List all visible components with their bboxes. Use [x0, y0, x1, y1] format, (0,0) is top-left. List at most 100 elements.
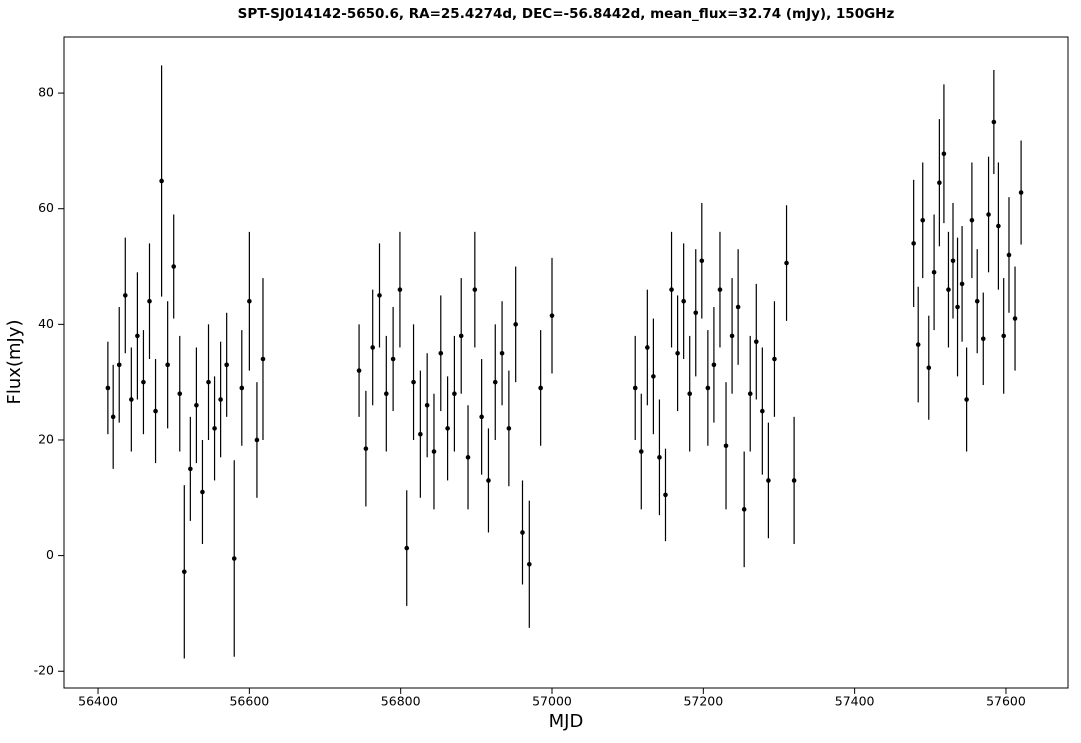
data-point	[747, 391, 753, 397]
data-point	[200, 489, 205, 495]
data-point	[1012, 316, 1018, 321]
data-point	[931, 270, 937, 275]
data-point	[431, 449, 437, 454]
x-tick-label: 57200	[683, 694, 723, 709]
data-point	[424, 402, 430, 408]
data-point	[741, 507, 747, 512]
data-point	[791, 478, 797, 483]
data-point	[711, 362, 717, 368]
data-point	[384, 391, 389, 397]
data-point	[452, 391, 457, 397]
data-point	[729, 333, 735, 339]
data-point	[527, 561, 532, 567]
data-point	[638, 449, 644, 454]
x-tick-label: 56400	[78, 694, 118, 709]
x-tick-label: 57400	[835, 694, 875, 709]
data-point	[753, 339, 759, 344]
x-tick-label: 56600	[229, 694, 269, 709]
data-point	[404, 545, 410, 551]
data-point	[657, 455, 662, 460]
data-point	[1001, 333, 1006, 339]
data-point	[766, 478, 771, 483]
data-point	[675, 350, 680, 356]
data-point	[105, 385, 111, 391]
data-point	[969, 217, 975, 223]
data-point	[465, 455, 471, 460]
data-point	[231, 556, 237, 561]
data-point	[116, 362, 122, 368]
data-point	[397, 287, 403, 292]
x-axis-label: MJD	[549, 711, 584, 732]
plot-frame	[63, 36, 1069, 689]
data-point	[735, 304, 741, 310]
data-point	[950, 258, 956, 264]
data-point	[1018, 190, 1024, 195]
data-point	[538, 385, 543, 391]
data-point	[955, 304, 960, 310]
data-point	[772, 356, 777, 362]
data-point	[122, 293, 128, 298]
y-tick-label: 60	[38, 200, 54, 215]
data-point	[499, 350, 505, 356]
data-point	[165, 362, 170, 368]
data-point	[212, 426, 217, 431]
data-point	[206, 379, 211, 385]
chart-title: SPT-SJ014142-5650.6, RA=25.4274d, DEC=-5…	[238, 6, 895, 22]
data-point	[110, 414, 116, 420]
data-point	[784, 260, 789, 266]
data-point	[141, 379, 146, 385]
data-point	[356, 368, 362, 373]
data-point	[181, 569, 187, 575]
data-point	[723, 443, 729, 449]
data-point	[937, 180, 942, 185]
data-point	[479, 414, 484, 420]
y-tick-label: 0	[46, 547, 54, 562]
data-point	[129, 397, 134, 402]
data-point	[920, 217, 926, 223]
data-point	[651, 374, 656, 379]
data-point	[159, 178, 164, 184]
data-point	[411, 379, 416, 385]
x-tick-label: 56800	[381, 694, 421, 709]
data-point	[996, 223, 1001, 229]
data-point	[632, 385, 638, 391]
data-point	[218, 397, 223, 402]
data-point	[458, 333, 464, 339]
data-point	[980, 336, 986, 342]
data-point	[705, 385, 711, 391]
data-point	[247, 298, 252, 304]
data-point	[991, 119, 997, 125]
data-point	[911, 241, 916, 246]
data-point	[549, 313, 555, 318]
x-tick-label: 57600	[986, 694, 1026, 709]
data-point	[964, 397, 969, 402]
data-point	[687, 391, 693, 397]
data-point	[390, 356, 396, 362]
data-point	[188, 466, 193, 472]
data-point	[486, 478, 491, 483]
data-point	[239, 385, 245, 391]
data-point	[177, 391, 183, 397]
data-point	[438, 350, 444, 356]
data-point	[153, 408, 158, 414]
data-point	[915, 342, 921, 347]
data-point	[520, 530, 525, 535]
data-point	[377, 293, 382, 298]
data-point	[1006, 252, 1012, 258]
data-point	[699, 258, 705, 264]
data-point	[669, 287, 674, 292]
data-point	[645, 345, 650, 350]
data-point	[194, 402, 199, 408]
data-point	[135, 333, 140, 339]
x-tick-label: 57000	[532, 694, 572, 709]
data-point	[693, 310, 699, 316]
data-point	[513, 322, 518, 327]
data-point	[260, 356, 266, 362]
data-point	[663, 492, 668, 498]
data-point	[445, 426, 450, 431]
y-tick-label: -20	[34, 663, 54, 678]
data-point	[986, 212, 991, 217]
data-point	[946, 287, 951, 292]
data-point	[147, 298, 152, 304]
